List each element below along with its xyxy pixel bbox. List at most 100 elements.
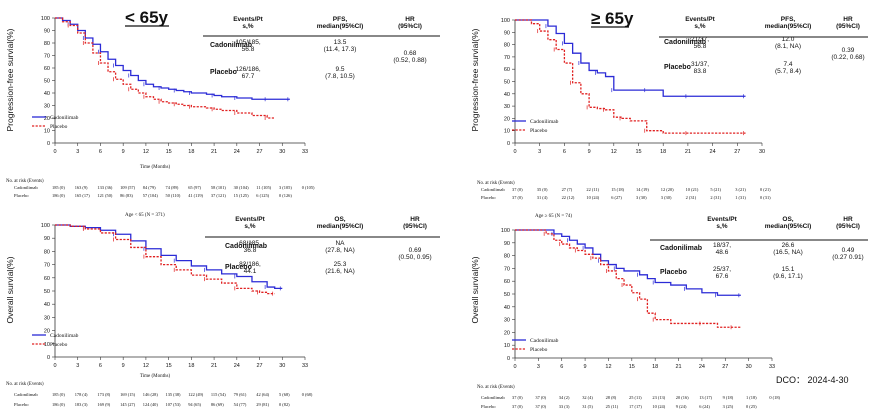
table-header: OS, (334, 216, 345, 223)
table-median: (21.6, NA) (325, 268, 355, 275)
y-tick-label: 80 (504, 43, 510, 49)
table-events: 48.6 (716, 249, 729, 256)
table-median: NA (335, 240, 345, 247)
risk-cell: 37 (121) (211, 193, 227, 198)
legend-label-cadonilimab: Cadonilimab (530, 119, 559, 125)
risk-cell: 17 (17) (629, 404, 642, 409)
risk-cell: 35 (0) (537, 187, 548, 192)
table-events: 67.6 (716, 273, 729, 280)
y-tick-label: 90 (504, 241, 510, 247)
risk-cell: 86 (69) (211, 402, 224, 407)
table-median: (9.6, 17.1) (773, 273, 803, 280)
risk-cell: 32 (4) (582, 395, 593, 400)
risk-cell: 10 (21) (686, 187, 699, 192)
x-axis-label: Time (Months) (140, 165, 171, 170)
legend-label-placebo: Placebo (50, 124, 68, 130)
risk-cell: 10 (24) (586, 195, 599, 200)
y-tick-label: 50 (44, 289, 50, 295)
y-tick-label: 50 (44, 79, 50, 85)
risk-cell: 33 (3) (559, 404, 570, 409)
table-header: s,% (716, 223, 727, 230)
risk-cell: 25 (11) (606, 404, 619, 409)
x-tick-label: 15 (629, 364, 635, 370)
risk-cell: 86 (83) (120, 193, 133, 198)
table-events: 44.1 (244, 268, 257, 275)
risk-cell: 14 (19) (636, 187, 649, 192)
risk-cell: 107 (53) (166, 402, 182, 407)
risk-cell: 133 (36) (97, 185, 113, 190)
risk-cell: 5 (21) (710, 187, 721, 192)
x-tick-label: 12 (143, 149, 149, 155)
y-tick-label: 50 (504, 80, 510, 86)
table-arm-name: Cadonilimab (664, 39, 706, 46)
legend-label-placebo: Placebo (530, 347, 548, 353)
table-events: 82/186, (239, 261, 261, 268)
risk-cell: 37 (0) (512, 395, 523, 400)
risk-cell: 0 (68) (302, 392, 313, 397)
risk-cell: 84 (79) (143, 185, 156, 190)
table-events: 56.8 (242, 46, 255, 53)
table-events: 25/37, (713, 266, 731, 273)
risk-cell: 42 (64) (256, 392, 269, 397)
x-tick-label: 18 (660, 149, 666, 155)
risk-cell: 30 (104) (234, 185, 250, 190)
table-median: 26.6 (782, 242, 795, 249)
y-tick-label: 30 (44, 104, 50, 110)
y-axis-label: Overall survial(%) (470, 256, 480, 323)
table-header: Events/Pt (685, 16, 715, 23)
table-header: median(95%CI) (317, 223, 364, 230)
table-hr: 0.69 (409, 247, 422, 254)
x-tick-label: 3 (538, 149, 541, 155)
km-panel-os-lt65: 0 10 20 30 40 50 60 70 80 90 100 0 3 6 9 12 15 18 21 24 27 30… (5, 213, 440, 407)
panel-subtitle: Age ≥ 65 (N = 74) (535, 214, 572, 219)
x-tick-label: 33 (302, 363, 308, 369)
x-tick-label: 3 (537, 364, 540, 370)
risk-cell: 22 (11) (586, 187, 599, 192)
table-events: 56.8 (694, 43, 707, 50)
table-header: (95%CI) (836, 23, 860, 30)
y-tick-label: 40 (504, 305, 510, 311)
km-curve-cadonilimab (515, 229, 741, 296)
table-median: (27.8, NA) (325, 247, 355, 254)
risk-cell: 145 (27) (120, 402, 136, 407)
x-tick-label: 9 (122, 363, 125, 369)
y-axis-label: Progression-free survial(%) (5, 28, 15, 131)
x-tick-label: 18 (652, 364, 658, 370)
table-events: 126/186, (235, 66, 260, 73)
risk-arm-cadonilimab: Cadonilimab (14, 392, 38, 397)
risk-cell: 185 (0) (52, 185, 65, 190)
x-tick-label: 30 (279, 363, 285, 369)
risk-arm-placebo: Placebo (14, 193, 29, 198)
table-arm-name: Cadonilimab (225, 243, 267, 250)
x-tick-label: 12 (143, 363, 149, 369)
km-curve-placebo (55, 224, 275, 295)
y-tick-label: 10 (504, 129, 510, 135)
x-tick-label: 21 (675, 364, 681, 370)
table-hr: 0.49 (842, 247, 855, 254)
risk-cell: 121 (50) (97, 193, 113, 198)
y-tick-label: 0 (47, 355, 50, 361)
x-tick-label: 15 (635, 149, 641, 155)
table-header: median(95%CI) (765, 23, 812, 30)
x-tick-label: 3 (76, 363, 79, 369)
risk-cell: 2 (31) (686, 195, 697, 200)
risk-cell: 41 (119) (188, 193, 203, 198)
y-tick-label: 30 (504, 104, 510, 110)
y-tick-label: 80 (44, 41, 50, 47)
table-hr: 0.39 (842, 47, 855, 54)
risk-cell: 28 (8) (606, 395, 617, 400)
risk-table-title: No. at risk (Events) (6, 179, 44, 184)
y-tick-label: 90 (504, 30, 510, 36)
risk-cell: 2 (31) (710, 195, 721, 200)
x-tick-label: 12 (605, 364, 611, 370)
x-tick-label: 0 (53, 149, 56, 155)
risk-cell: 169 (9) (97, 402, 110, 407)
table-events: 36.8 (244, 247, 257, 254)
table-header: s,% (244, 223, 255, 230)
x-tick-label: 27 (722, 364, 728, 370)
risk-cell: 0 (105) (302, 185, 315, 190)
table-header: HR (405, 16, 415, 23)
y-tick-label: 10 (44, 342, 50, 348)
risk-cell: 169 (15) (120, 392, 136, 397)
